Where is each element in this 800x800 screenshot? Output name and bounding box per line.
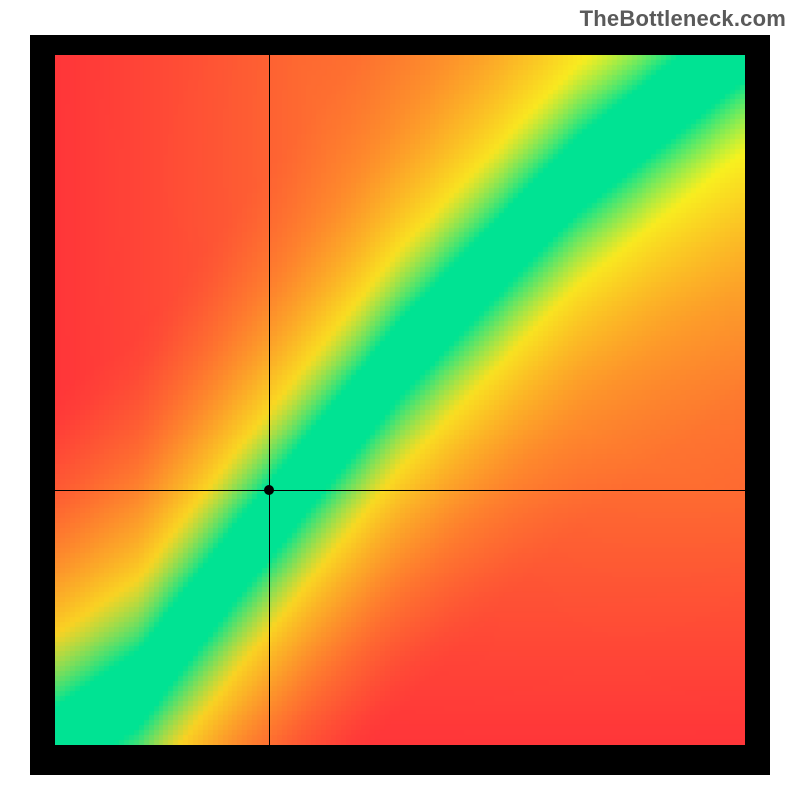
crosshair-horizontal xyxy=(55,490,745,491)
plot-area xyxy=(55,55,745,745)
page-root: TheBottleneck.com xyxy=(0,0,800,800)
chart-frame xyxy=(30,35,770,775)
crosshair-vertical xyxy=(269,55,270,745)
selected-point-marker xyxy=(264,485,274,495)
bottleneck-heatmap xyxy=(55,55,745,745)
watermark-text: TheBottleneck.com xyxy=(580,6,786,32)
